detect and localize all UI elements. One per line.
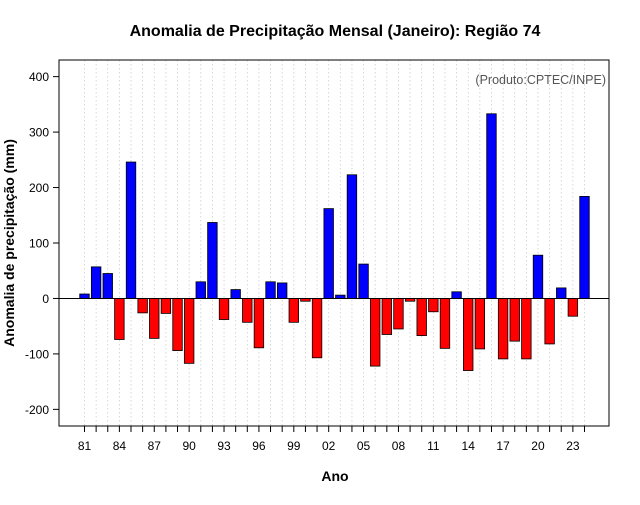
x-tick-label: 81 <box>78 439 92 453</box>
y-tick-label: 400 <box>29 70 49 84</box>
y-tick-label: 300 <box>29 126 49 140</box>
x-tick-label: 20 <box>531 439 545 453</box>
x-tick-label: 02 <box>322 439 336 453</box>
bar-1981 <box>79 293 90 299</box>
bar-1994 <box>230 289 241 299</box>
bar-1982 <box>90 266 102 299</box>
bar-1986 <box>137 298 148 314</box>
chart-title: Anomalia de Precipitação Mensal (Janeiro… <box>130 23 541 40</box>
bar-1985 <box>125 161 137 299</box>
x-tick-label: 17 <box>496 439 510 453</box>
plot-frame <box>58 59 610 427</box>
x-axis-label: Ano <box>321 468 348 484</box>
x-tick-label: 87 <box>148 439 162 453</box>
bar-2021 <box>544 298 555 345</box>
bar-2012 <box>439 298 451 349</box>
bar-2013 <box>451 291 462 299</box>
y-tick-label: 0 <box>42 292 49 306</box>
y-axis-label: Anomalia de precipitação (mm) <box>1 139 17 347</box>
bar-2007 <box>381 298 392 335</box>
bar-1998 <box>277 282 288 299</box>
y-tick-label: -200 <box>25 403 49 417</box>
x-tick-label: 14 <box>462 439 476 453</box>
bar-2015 <box>474 298 486 350</box>
bar-1983 <box>102 273 113 299</box>
x-tick-label: 11 <box>427 439 440 453</box>
bar-1993 <box>218 298 230 320</box>
y-tick-label: -100 <box>25 347 49 361</box>
bar-2016 <box>486 113 497 299</box>
bar-2002 <box>323 208 334 299</box>
bar-2005 <box>358 263 369 299</box>
bar-1996 <box>253 298 265 349</box>
bar-2010 <box>416 298 427 337</box>
bar-1987 <box>149 298 160 339</box>
bar-1997 <box>265 281 276 299</box>
bar-2019 <box>521 298 532 360</box>
bar-2001 <box>311 298 323 359</box>
bar-2018 <box>509 298 520 342</box>
bar-2011 <box>428 298 439 313</box>
y-tick-label: 200 <box>29 181 49 195</box>
x-tick-label: 08 <box>392 439 406 453</box>
bar-2017 <box>497 298 509 360</box>
bar-2006 <box>370 298 381 367</box>
bar-2014 <box>463 298 474 371</box>
x-tick-label: 90 <box>182 439 196 453</box>
bar-1989 <box>172 298 183 351</box>
x-tick-label: 84 <box>113 439 127 453</box>
credit-label: (Produto:CPTEC/INPE) <box>475 73 606 87</box>
x-tick-label: 05 <box>357 439 371 453</box>
bar-2020 <box>532 254 544 299</box>
bar-1991 <box>195 281 206 299</box>
x-tick-label: 96 <box>252 439 266 453</box>
y-tick-label: 100 <box>29 237 49 251</box>
bar-1988 <box>160 298 172 314</box>
bar-1999 <box>288 298 299 323</box>
bar-1992 <box>207 222 218 299</box>
x-tick-label: 99 <box>287 439 301 453</box>
x-tick-label: 93 <box>217 439 231 453</box>
bar-1984 <box>114 298 125 340</box>
bar-2023 <box>567 298 579 317</box>
bar-2022 <box>556 287 567 299</box>
bar-2024 <box>579 196 590 299</box>
x-tick-label: 23 <box>566 439 580 453</box>
bar-2004 <box>346 174 358 299</box>
bar-1995 <box>242 298 253 323</box>
bar-2008 <box>393 298 404 330</box>
bar-1990 <box>183 298 195 364</box>
